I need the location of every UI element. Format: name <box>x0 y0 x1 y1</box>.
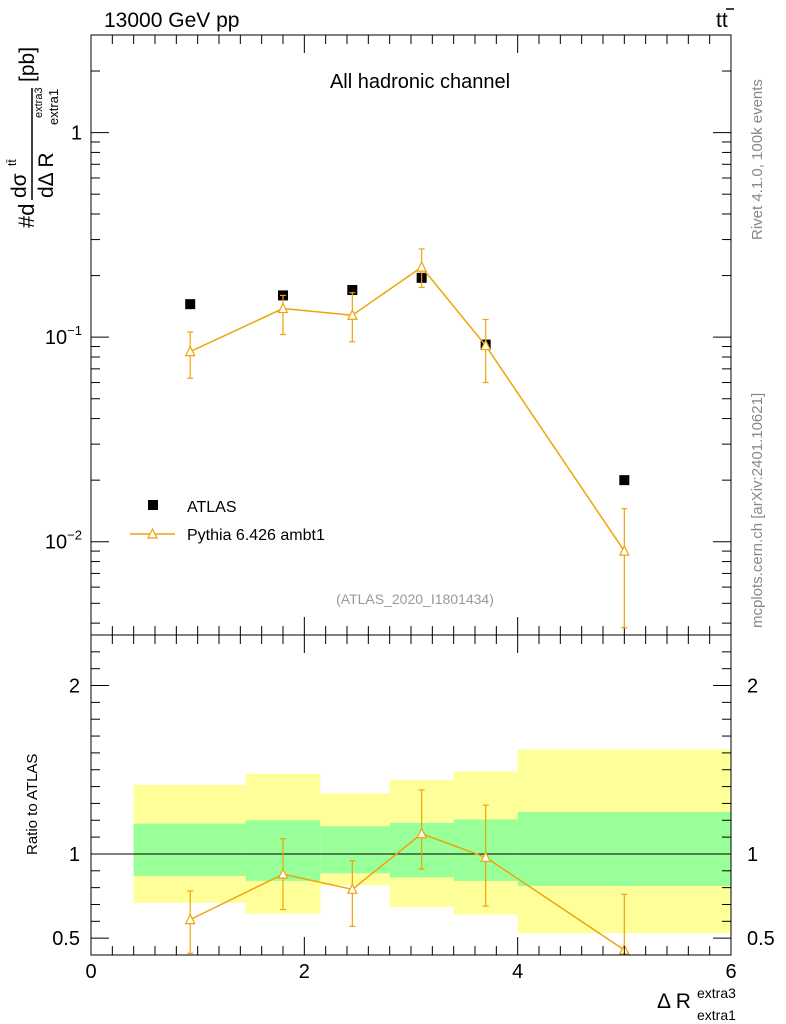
atlas-point <box>347 285 358 296</box>
ratio-xtick-label: 4 <box>512 961 523 983</box>
ratio-line <box>189 832 625 951</box>
chart-title: All hadronic channel <box>330 71 510 93</box>
ratio-frame <box>90 634 732 956</box>
ylabel-num: dσ <box>8 173 31 198</box>
ratio-point <box>184 913 196 925</box>
ylabel-den-sup: extra3 <box>33 87 45 118</box>
ratio-band-green <box>320 826 390 874</box>
energy-label: 13000 GeV pp <box>104 9 239 32</box>
legend: ATLAS Pythia 6.426 ambt1 <box>130 499 325 544</box>
legend-atlas-marker <box>148 500 158 510</box>
pythia-line <box>189 266 625 552</box>
ratio-xtick-labels: 0 2 4 6 <box>85 961 736 983</box>
main-ticks <box>90 34 732 635</box>
pythia-point <box>346 308 358 320</box>
ratio-point <box>277 867 289 879</box>
ratio-series <box>184 789 630 955</box>
legend-pythia-label: Pythia 6.426 ambt1 <box>187 527 325 544</box>
process-main: tt <box>716 9 728 32</box>
process-label: tt <box>716 9 728 32</box>
pythia-point <box>618 544 630 556</box>
ratio-ytick-label-left: 0.5 <box>52 928 80 950</box>
atlas-point <box>619 475 630 486</box>
ylabel-den-sub: extra1 <box>46 89 61 125</box>
main-ylabel: #d dσ tt̄ dΔ R extra3 extra1 [pb] <box>5 47 61 228</box>
ratio-point <box>346 882 358 894</box>
ratio-ytick-label-right: 0.5 <box>747 928 775 950</box>
ratio-ylabel: Ratio to ATLAS <box>24 754 41 855</box>
ratio-panel: 0.5 0.5 1 1 2 2 0 2 4 6 Ratio to ATLAS Δ R extra… <box>24 634 775 1023</box>
ylabel-num-sup: tt̄ <box>5 159 19 166</box>
main-series <box>184 248 630 629</box>
ratio-point <box>416 827 428 839</box>
main-ytick-label: 1 <box>71 123 82 145</box>
ratio-band-green <box>517 811 731 886</box>
ratio-point <box>480 850 492 862</box>
ratio-xtick-label: 0 <box>85 961 96 983</box>
ytick-exp: −2 <box>67 528 82 543</box>
pythia-point <box>480 339 492 351</box>
main-frame <box>90 34 732 636</box>
main-ytick-label: 10−1 <box>45 323 82 349</box>
ratio-band-green <box>133 823 246 876</box>
atlas-point <box>185 299 196 310</box>
xlabel-sup: extra3 <box>697 985 736 1001</box>
rivet-label: Rivet 4.1.0, 100k events <box>749 79 766 240</box>
pythia-point <box>277 302 289 314</box>
main-ytick-label: 10−2 <box>45 528 82 554</box>
pythia-point <box>416 260 428 272</box>
pythia-point <box>184 345 196 357</box>
ratio-xtick-label: 6 <box>725 961 736 983</box>
ratio-ytick-label-right: 1 <box>747 844 758 866</box>
ratio-bands <box>133 749 731 934</box>
ratio-ytick-label-right: 2 <box>747 676 758 698</box>
mcplots-label: mcplots.cern.ch [arXiv:2401.10621] <box>749 393 766 628</box>
legend-atlas-label: ATLAS <box>187 499 237 516</box>
main-panel: 110−110−2 All hadronic channel (ATLAS_20… <box>5 34 732 636</box>
ylabel-unit: [pb] <box>16 47 39 82</box>
ratio-ytick-labels: 0.5 0.5 1 1 2 2 <box>52 676 775 951</box>
ylabel-prefix: #d <box>14 204 39 228</box>
ylabel-den: dΔ R <box>35 152 58 198</box>
xlabel-main: Δ R <box>657 990 691 1013</box>
ytick-exp: −1 <box>67 323 82 338</box>
ratio-ytick-label-left: 2 <box>69 676 80 698</box>
legend-pythia-marker <box>147 527 158 539</box>
ratio-xlabel: Δ R extra3 extra1 <box>657 985 736 1023</box>
ratio-ytick-label-left: 1 <box>69 844 80 866</box>
ratio-xtick-label: 2 <box>299 961 310 983</box>
main-ytick-labels: 110−110−2 <box>45 123 82 554</box>
xlabel-sub: extra1 <box>697 1007 736 1023</box>
ytick-base: 10 <box>45 327 67 349</box>
watermark: (ATLAS_2020_I1801434) <box>336 591 494 607</box>
ytick-base: 10 <box>45 532 67 554</box>
